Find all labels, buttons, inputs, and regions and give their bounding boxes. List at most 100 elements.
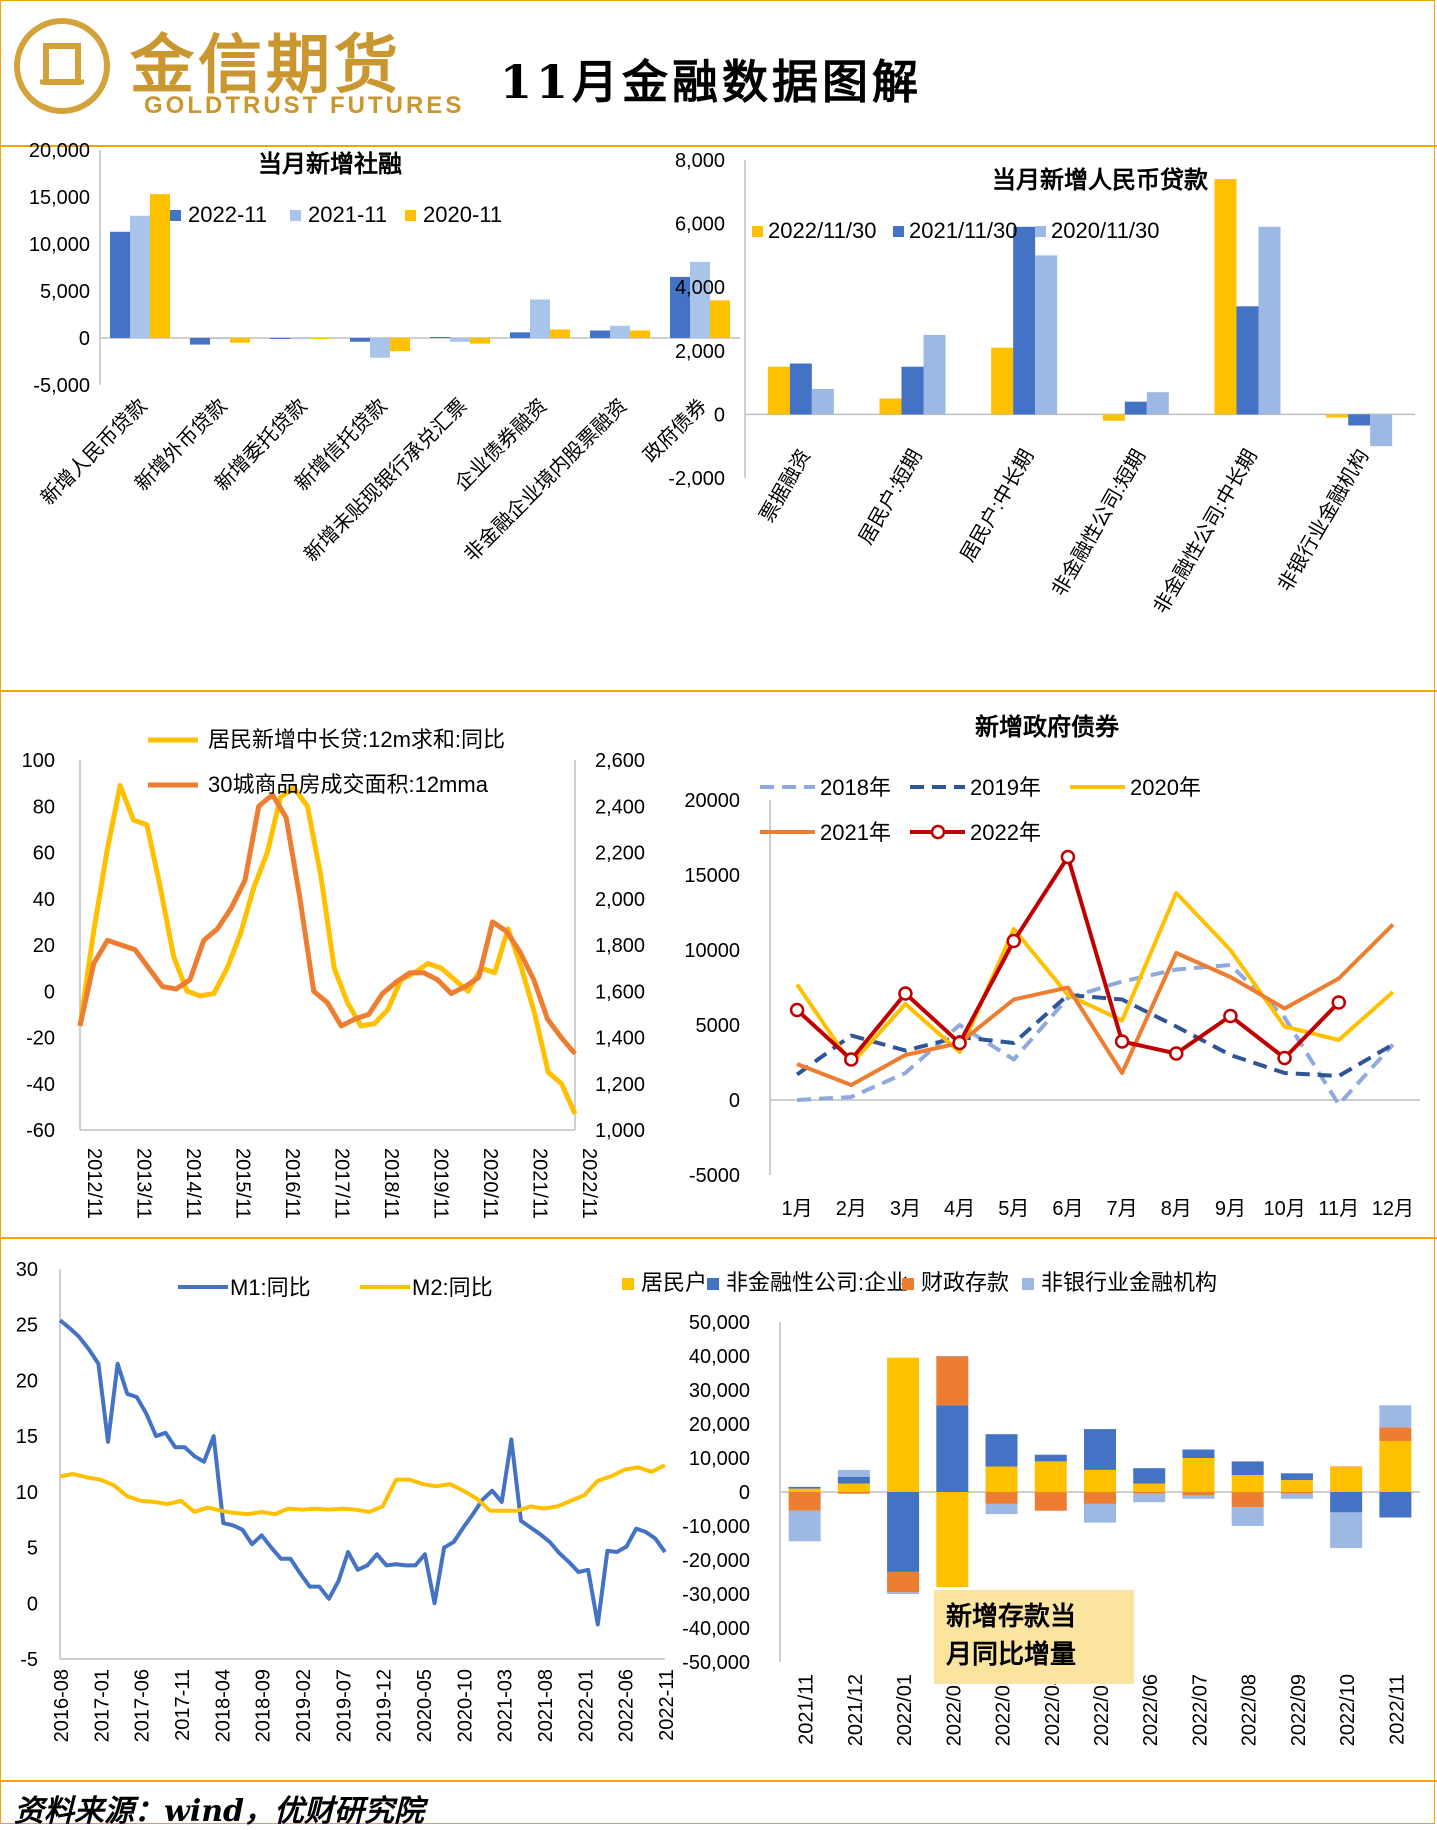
- y-tick-label: -5000: [689, 1165, 740, 1187]
- y-tick-label: -20,000: [682, 1550, 750, 1572]
- bar: [767, 366, 790, 415]
- legend-label: 2022年: [970, 820, 1041, 845]
- x-tick-label: 10月: [1263, 1198, 1305, 1220]
- chart-deposits: 50,000 40,000 30,000 20,000 10,000 0 -10,000 -2…: [622, 1242, 1437, 1778]
- bar-segment: [1280, 1480, 1313, 1492]
- bar-segment: [837, 1476, 870, 1484]
- x-tick-label: 2015/11: [232, 1148, 254, 1219]
- bar: [670, 276, 690, 338]
- bar: [190, 338, 210, 345]
- bar: [1013, 226, 1036, 415]
- bar-segment: [985, 1434, 1018, 1467]
- x-tick-label: 2016/11: [281, 1148, 303, 1219]
- bar: [879, 398, 902, 415]
- bar-segment: [1034, 1461, 1067, 1492]
- series-line: [58, 1318, 667, 1627]
- bar-segment: [1379, 1405, 1412, 1428]
- x-tick-label: 非金融性公司:中长期: [1149, 445, 1262, 617]
- chart-title: 新增政府债券: [975, 713, 1120, 741]
- callout-deposits: 新增存款当 月同比增量: [934, 1590, 1134, 1684]
- bar-segment: [1133, 1493, 1166, 1503]
- x-tick-label: 2022/04: [1042, 1674, 1064, 1746]
- x-tick-label: 新增未贴现银行承兑汇票: [300, 394, 472, 566]
- data-point: [1277, 1050, 1292, 1066]
- x-tick-label: 2022/08: [1239, 1674, 1261, 1746]
- bar-segment: [837, 1492, 870, 1494]
- x-tick-label: 2022/07: [1189, 1674, 1211, 1746]
- chart-government-bonds: 20000 15000 10000 5000 0 -5000 新增政府债券 1月 2月 3月 4月 5…: [680, 695, 1437, 1235]
- legend-label: 2019年: [970, 775, 1041, 800]
- bar-segment: [837, 1483, 870, 1492]
- bar: [1258, 226, 1281, 415]
- data-point: [898, 986, 913, 1001]
- divider: [0, 1237, 1437, 1239]
- bar-segment: [1182, 1492, 1215, 1496]
- y2-tick-label: 1,000: [595, 1120, 645, 1142]
- bar: [1124, 401, 1147, 415]
- data-point: [789, 1002, 805, 1018]
- bar-segment: [1379, 1427, 1412, 1441]
- x-tick-label: 2016-08: [51, 1669, 73, 1742]
- legend-label: M1:同比: [230, 1275, 311, 1300]
- bar: [590, 330, 610, 338]
- x-tick-label: 非金融企业境内股票融资: [460, 394, 632, 566]
- y-tick-label: 8,000: [675, 150, 725, 172]
- bar-segment: [788, 1492, 821, 1511]
- legend-label: 2018年: [820, 775, 891, 800]
- y-tick-label: 20,000: [29, 140, 90, 162]
- y-tick-label: 100: [22, 750, 55, 772]
- x-tick-label: 2022-06: [616, 1669, 638, 1742]
- y-tick-label: -50,000: [682, 1652, 750, 1674]
- page-title: 11月金融数据图解: [500, 55, 923, 109]
- bar: [1236, 306, 1259, 415]
- x-tick-label: 2019-02: [293, 1669, 315, 1742]
- x-tick-label: 2022-01: [575, 1669, 597, 1742]
- legend-swatch: [893, 226, 904, 237]
- x-tick-label: 非银行业金融机构: [1274, 445, 1374, 595]
- bar-segment: [1133, 1468, 1166, 1484]
- divider: [0, 1780, 1437, 1782]
- data-point: [1223, 1008, 1238, 1024]
- bar-segment: [1084, 1429, 1116, 1470]
- bar: [1370, 414, 1393, 447]
- chart-m1-m2: 30 25 20 15 10 5 0 -5 M1:同比 M2:同比 2016-08 2017-01 20…: [0, 1242, 680, 1778]
- bar: [690, 261, 710, 338]
- bar: [1146, 392, 1169, 415]
- y-tick-label: 50,000: [689, 1312, 750, 1334]
- bar-segment: [1182, 1449, 1215, 1458]
- x-tick-label: 7月: [1107, 1198, 1138, 1220]
- divider: [0, 145, 1437, 147]
- legend-marker: [930, 824, 946, 840]
- x-tick-label: 2018-04: [212, 1669, 234, 1742]
- y-tick-label: 30,000: [689, 1380, 750, 1402]
- x-tick-label: 2019/11: [430, 1148, 452, 1219]
- x-tick-label: 2021/11: [529, 1148, 551, 1219]
- x-tick-label: 政府债券: [639, 394, 712, 467]
- bar: [450, 338, 470, 342]
- x-tick-label: 2020-10: [454, 1669, 476, 1742]
- bar: [510, 332, 530, 338]
- x-tick-label: 5月: [998, 1198, 1029, 1220]
- bar: [350, 338, 370, 342]
- x-tick-label: 新增人民币贷款: [36, 394, 151, 509]
- chart-title: 当月新增人民币贷款: [992, 166, 1209, 194]
- y2-tick-label: 2,400: [595, 796, 645, 818]
- x-tick-label: 2022/10: [1337, 1674, 1359, 1746]
- bar-segment: [1034, 1492, 1067, 1511]
- y-tick-label: 30: [16, 1259, 38, 1281]
- bar-segment: [1231, 1475, 1264, 1492]
- x-tick-label: 12月: [1372, 1198, 1414, 1220]
- y-tick-label: 0: [27, 1593, 38, 1615]
- y2-tick-label: 1,200: [595, 1074, 645, 1096]
- bar: [290, 338, 310, 339]
- legend-label: 财政存款: [921, 1270, 1009, 1295]
- legend-label: 30城商品房成交面积:12mma: [208, 772, 489, 797]
- legend-label: 2021/11/30: [909, 218, 1017, 243]
- x-tick-label: 2017/11: [331, 1148, 353, 1219]
- legend-label: 居民新增中长贷:12m求和:同比: [208, 727, 505, 752]
- x-tick-label: 居民户:中长期: [956, 445, 1039, 565]
- legend-swatch: [902, 1278, 914, 1290]
- x-tick-label: 2022/06: [1140, 1674, 1162, 1746]
- bar-segment: [936, 1405, 969, 1492]
- x-tick-label: 居民户:短期: [854, 445, 927, 548]
